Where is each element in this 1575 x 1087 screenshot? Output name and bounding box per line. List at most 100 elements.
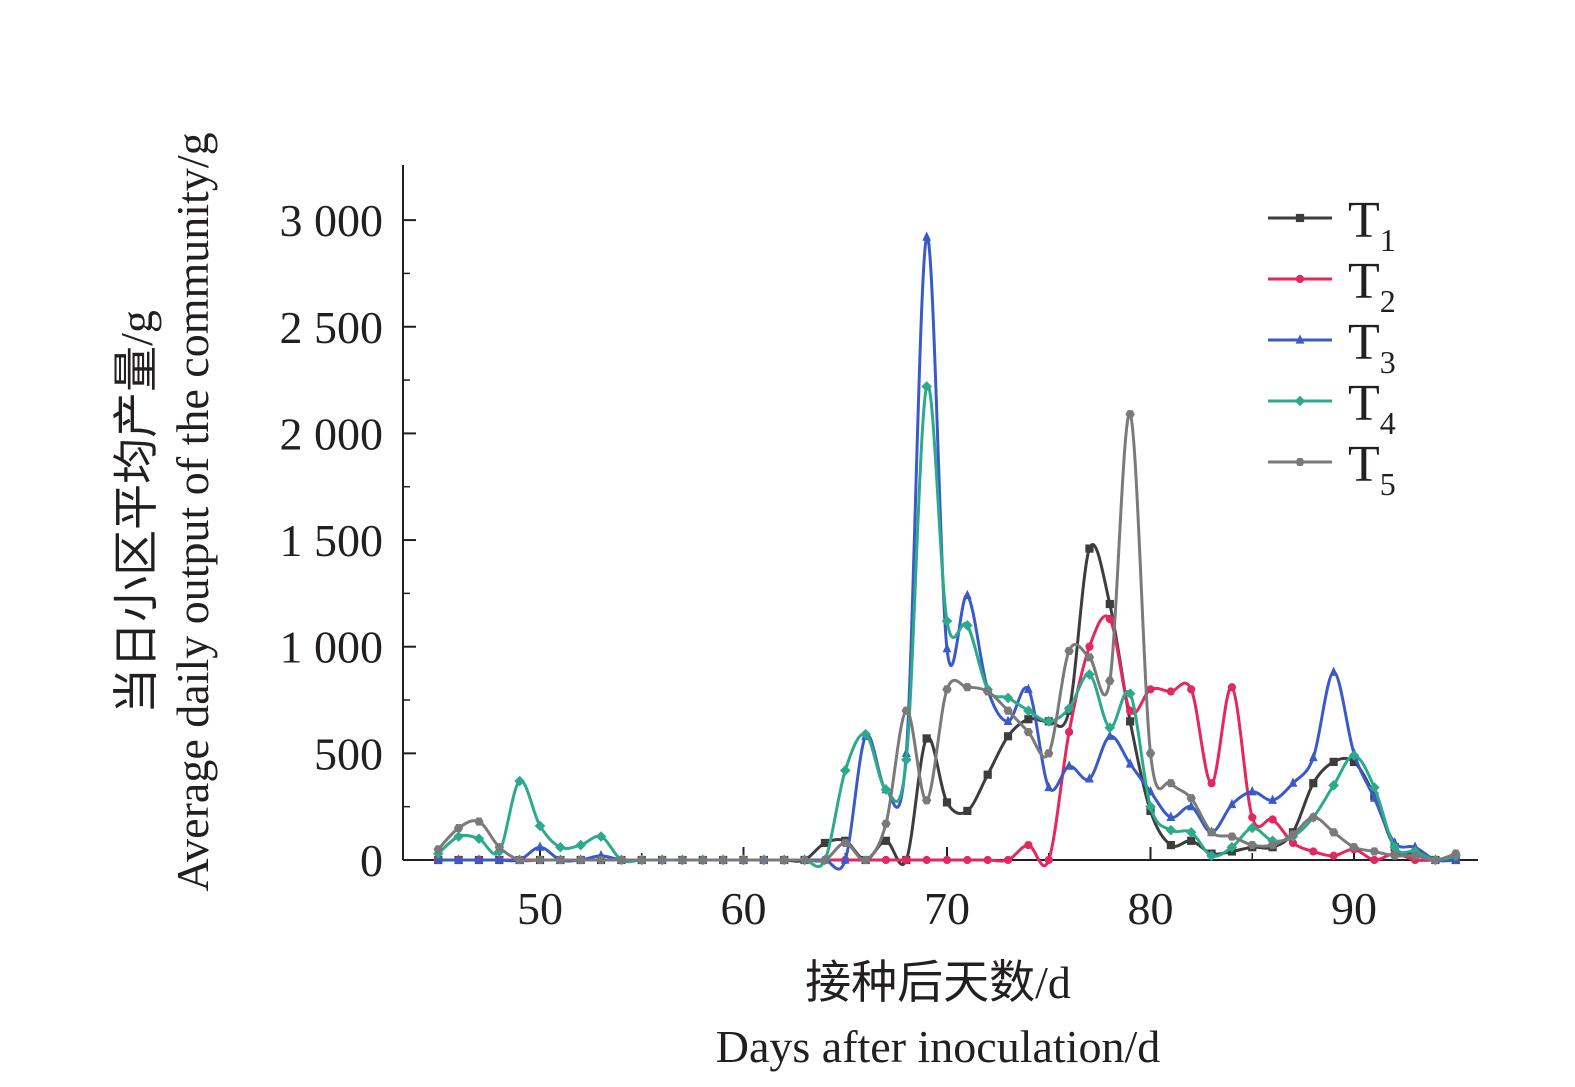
data-point-T5 — [535, 855, 545, 865]
data-point-T1 — [922, 734, 931, 743]
data-point-T5 — [1105, 676, 1115, 685]
data-point-T4 — [1002, 692, 1014, 704]
data-point-T5 — [1044, 749, 1054, 758]
data-point-T5 — [637, 855, 647, 865]
data-point-T5 — [494, 843, 504, 852]
data-point-T5 — [759, 855, 769, 865]
data-point-T5 — [596, 855, 606, 865]
data-point-T5 — [1430, 855, 1441, 865]
data-point-T3 — [474, 854, 484, 864]
data-point-T2 — [983, 855, 992, 865]
data-point-T5 — [1410, 851, 1420, 860]
data-point-T3 — [1166, 811, 1176, 821]
data-point-T1 — [942, 798, 952, 807]
data-point-T4 — [839, 765, 851, 776]
y-axis-title-cn: 当日小区平均产量/g — [111, 310, 162, 714]
data-point-T5 — [1349, 843, 1359, 852]
x-axis-title-cn: 接种后天数/d — [805, 957, 1071, 1008]
data-point-T5 — [860, 855, 871, 865]
x-ticks: 50 60 70 80 90 — [437, 847, 1457, 934]
data-point-T5 — [514, 855, 525, 865]
data-point-T4 — [1023, 705, 1034, 716]
series-T1 — [434, 543, 1460, 866]
data-point-T5 — [799, 855, 810, 865]
data-point-T4 — [473, 833, 485, 844]
data-point-T2 — [942, 855, 952, 865]
data-point-T5 — [820, 855, 830, 865]
legend-label: T2 — [1348, 253, 1396, 319]
data-point-T5 — [901, 706, 911, 715]
data-point-T4 — [880, 784, 892, 795]
data-point-T1 — [963, 806, 972, 816]
series-T4 — [432, 381, 1462, 869]
data-point-T4 — [1124, 688, 1136, 699]
data-point-T5 — [1328, 828, 1339, 837]
data-point-T5 — [474, 817, 484, 826]
data-point-T4 — [1246, 822, 1258, 834]
data-point-T1 — [881, 836, 891, 845]
data-point-T2 — [1187, 685, 1196, 694]
y-tick-label: 500 — [314, 728, 383, 779]
data-point-T5 — [1125, 410, 1135, 419]
legend-item-T3: T3 — [1268, 314, 1396, 380]
data-point-T5 — [616, 855, 627, 865]
data-point-T2 — [963, 855, 972, 865]
data-point-T5 — [1003, 706, 1013, 715]
data-point-T5 — [1308, 813, 1318, 822]
x-tick-label: 80 — [1128, 883, 1174, 934]
x-tick-label: 90 — [1331, 883, 1377, 934]
data-point-T4 — [941, 615, 953, 627]
legend-marker — [1294, 395, 1306, 407]
legend-marker — [1295, 274, 1305, 284]
data-point-T2 — [922, 855, 931, 865]
data-point-T5 — [1288, 830, 1298, 839]
legend-label: T1 — [1348, 192, 1396, 258]
data-point-T3 — [1044, 781, 1054, 792]
data-point-T5 — [1186, 794, 1196, 803]
data-point-T5 — [1369, 847, 1380, 856]
data-point-T4 — [1084, 669, 1095, 680]
y-ticks: 0 500 1 000 1 500 2 000 2 500 3 000 — [280, 195, 416, 886]
legend-marker — [1295, 334, 1305, 344]
data-point-T1 — [1105, 599, 1114, 609]
legend-item-T5: T5 — [1268, 436, 1396, 502]
legend-label: T5 — [1348, 436, 1396, 502]
data-point-T3 — [1064, 760, 1074, 770]
data-point-T4 — [900, 754, 912, 766]
data-point-T3 — [1369, 792, 1379, 802]
data-point-T3 — [1105, 730, 1115, 740]
y-tick-label: 3 000 — [280, 195, 384, 246]
data-point-T5 — [1390, 851, 1400, 860]
data-point-T4 — [1043, 716, 1055, 727]
data-point-T2 — [1003, 855, 1013, 865]
data-point-T5 — [453, 823, 464, 833]
data-point-T4 — [514, 775, 525, 787]
data-point-T2 — [1329, 851, 1338, 860]
data-point-T5 — [962, 683, 973, 692]
data-point-T2 — [1105, 614, 1114, 624]
data-point-T3 — [1308, 751, 1318, 762]
x-axis-title-en: Days after inoculation/d — [716, 1021, 1161, 1072]
data-point-T4 — [1063, 703, 1075, 714]
data-point-T3 — [1003, 715, 1013, 725]
data-point-T2 — [1268, 815, 1277, 824]
data-point-T3 — [1329, 666, 1339, 676]
data-point-T2 — [881, 855, 891, 865]
data-point-T5 — [942, 685, 952, 694]
y-tick-label: 1 000 — [280, 622, 384, 673]
data-point-T3 — [454, 854, 463, 864]
data-point-T1 — [1085, 544, 1094, 553]
data-point-T3 — [942, 643, 952, 653]
data-point-T5 — [1247, 841, 1257, 850]
data-point-T1 — [1187, 836, 1196, 845]
data-point-T2 — [1248, 813, 1257, 822]
data-point-T2 — [1146, 685, 1155, 694]
data-point-T1 — [1329, 757, 1338, 766]
data-point-T2 — [1227, 683, 1237, 692]
legend-marker — [1295, 213, 1305, 223]
data-point-T3 — [1024, 683, 1033, 693]
data-point-T4 — [921, 381, 932, 392]
data-point-T3 — [1085, 773, 1094, 783]
data-point-T4 — [453, 831, 464, 842]
